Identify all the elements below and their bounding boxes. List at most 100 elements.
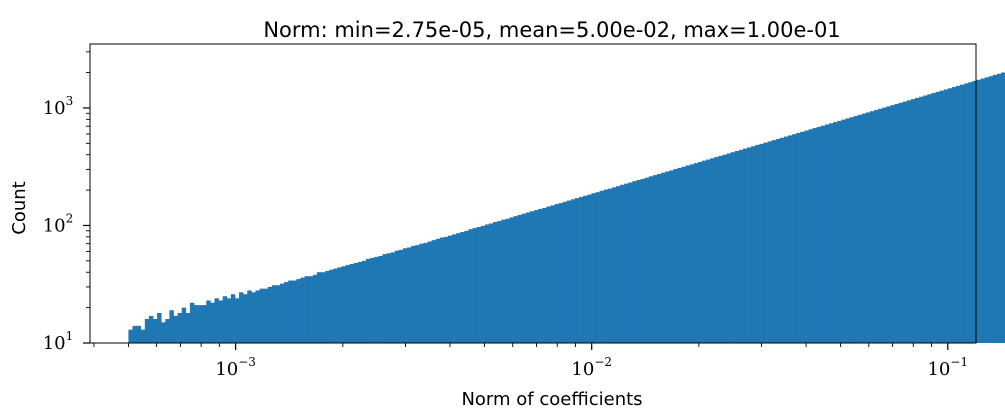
histogram-bar — [583, 195, 588, 343]
histogram-bar — [816, 126, 822, 343]
histogram-bar — [165, 319, 170, 343]
histogram-bar — [325, 270, 330, 343]
histogram-bar — [796, 132, 801, 343]
histogram-bar — [738, 149, 744, 343]
histogram-bar — [411, 245, 416, 343]
histogram-bar — [607, 188, 613, 343]
histogram-bar — [263, 288, 269, 343]
histogram-bar — [951, 87, 957, 343]
histogram-bar — [992, 74, 998, 343]
histogram-bar — [693, 163, 699, 343]
histogram-bar — [288, 280, 293, 343]
histogram-bar — [648, 176, 654, 343]
histogram-bar — [726, 153, 732, 343]
histogram-bar — [226, 298, 232, 343]
histogram-bar — [640, 178, 645, 343]
histogram-bar — [214, 298, 219, 343]
histogram-bar — [415, 245, 420, 343]
histogram-bar — [722, 154, 727, 343]
histogram-bar — [157, 313, 162, 343]
histogram-bar — [271, 285, 277, 343]
histogram-bar — [689, 164, 695, 343]
histogram-bar — [202, 305, 207, 343]
x-axis-ticks: 10−3 10−2 10−1 — [93, 343, 968, 380]
histogram-bar — [923, 95, 928, 343]
histogram-bar — [865, 112, 871, 343]
histogram-bar — [812, 128, 818, 343]
histogram-bar — [370, 257, 375, 343]
histogram-bar — [296, 279, 301, 343]
histogram-bar — [701, 160, 707, 343]
histogram-bar — [673, 169, 678, 343]
histogram-bar — [775, 139, 781, 343]
histogram-bar — [828, 123, 834, 343]
histogram-bar — [525, 212, 531, 343]
histogram-bar — [792, 134, 797, 343]
histogram-bar — [234, 298, 240, 343]
histogram-bar — [611, 187, 617, 343]
histogram-bar — [960, 84, 965, 343]
histogram-bar — [919, 96, 924, 343]
histogram-bar — [423, 242, 428, 343]
histogram-bar — [964, 83, 969, 343]
histogram-bar — [1001, 72, 1005, 343]
histogram-bar — [153, 319, 158, 343]
histogram-bar — [595, 192, 600, 343]
histogram-bar — [169, 310, 174, 343]
histogram-bar — [566, 200, 572, 343]
histogram-bar — [783, 136, 789, 343]
histogram-bar — [513, 216, 518, 343]
histogram-bar — [968, 82, 973, 343]
histogram-bar — [493, 222, 498, 343]
histogram-bar — [771, 140, 777, 343]
histogram-bar — [718, 155, 723, 343]
histogram-bar — [574, 198, 580, 343]
histogram-bar — [591, 193, 596, 343]
x-tick-label: 10−1 — [927, 355, 968, 380]
histogram-bar — [931, 93, 936, 343]
histogram-bar — [312, 274, 318, 343]
histogram-bar — [472, 228, 478, 343]
histogram-bar — [222, 296, 228, 343]
histogram-bar — [497, 221, 502, 343]
histogram-bar — [996, 73, 1002, 343]
y-tick-label: 103 — [43, 94, 74, 119]
histogram-bar — [546, 206, 551, 343]
histogram-bar — [550, 205, 555, 343]
histogram-bar — [361, 260, 367, 343]
histogram-bar — [439, 237, 445, 343]
histogram-bar — [697, 161, 703, 343]
histogram-bar — [407, 247, 412, 343]
histogram-bar — [501, 219, 506, 343]
histogram-bar — [620, 184, 625, 343]
histogram-bar — [378, 255, 383, 343]
histogram-bar — [280, 283, 285, 343]
histogram-bar — [820, 125, 826, 344]
histogram-bar — [910, 99, 916, 343]
y-tick-label: 102 — [43, 211, 74, 236]
histogram-bar — [382, 254, 387, 343]
histogram-bar — [292, 280, 297, 343]
histogram-bar — [366, 258, 371, 343]
histogram-bar — [345, 265, 351, 343]
histogram-bar — [300, 277, 305, 343]
histogram-bar — [337, 267, 342, 343]
histogram-bar — [800, 131, 805, 343]
histogram-bar — [898, 102, 904, 343]
y-axis-ticks: 101 102 103 — [43, 51, 90, 354]
histogram-bar — [685, 165, 691, 343]
histogram-bar — [972, 81, 977, 343]
histogram-bar — [239, 292, 244, 343]
histogram-bar — [247, 290, 252, 343]
histogram-bar — [579, 196, 584, 343]
histogram-bar — [845, 118, 850, 343]
histogram-bar — [267, 286, 273, 343]
histogram-bar — [193, 305, 199, 343]
histogram-bar — [452, 234, 457, 343]
histogram-bar — [927, 94, 932, 343]
histogram-bar — [480, 225, 486, 343]
histogram-bar — [243, 294, 248, 343]
histogram-bar — [230, 294, 236, 343]
histogram-bar — [882, 107, 887, 343]
histogram-bar — [599, 190, 605, 343]
